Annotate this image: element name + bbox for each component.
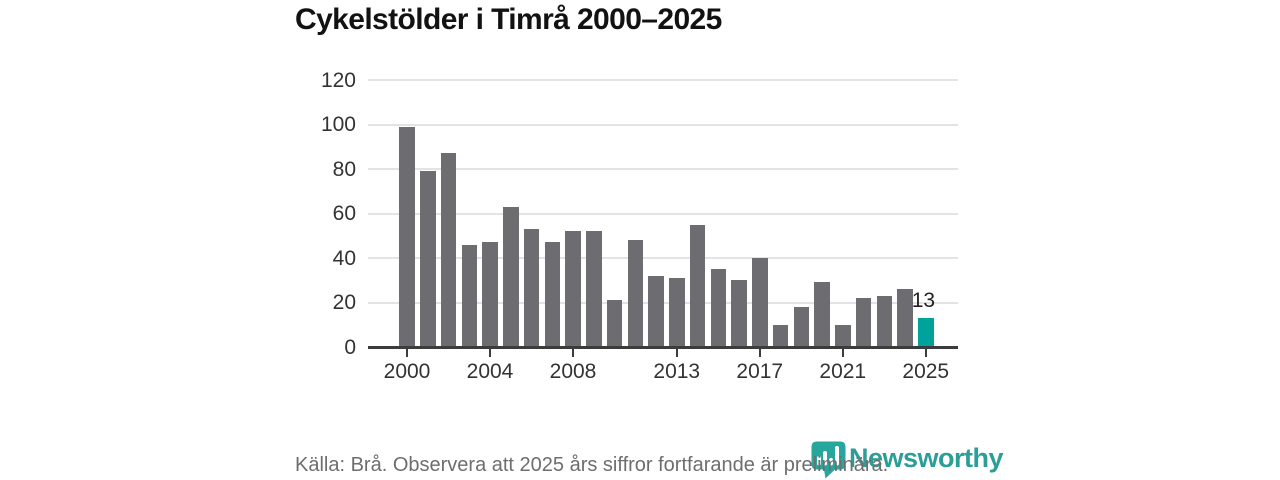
x-axis-label-2021: 2021: [819, 360, 867, 383]
x-axis-label-2013: 2013: [653, 360, 701, 383]
chart-title: Cykelstölder i Timrå 2000–2025: [295, 3, 722, 36]
newsworthy-shield-icon: [811, 441, 846, 479]
y-axis-label-60: 60: [332, 202, 356, 225]
bar-2014: [689, 224, 706, 347]
x-tick-2025: [924, 349, 927, 357]
bar-2012: [648, 275, 664, 347]
bar-2011: [627, 240, 643, 347]
y-axis-label-120: 120: [320, 68, 356, 92]
x-axis-label-2017: 2017: [736, 360, 784, 383]
x-tick-2021: [841, 349, 844, 357]
source-note: Källa: Brå. Observera att 2025 års siffr…: [295, 454, 889, 476]
bar-2003: [461, 244, 477, 347]
y-axis-label-40: 40: [332, 246, 356, 270]
x-axis-label-2004: 2004: [466, 360, 514, 383]
bar-2004: [482, 242, 498, 347]
bar-2016: [731, 280, 747, 347]
bar-2022: [855, 298, 872, 347]
bar-2007: [544, 242, 560, 347]
newsworthy-wordmark: Newsworthy: [849, 443, 1004, 473]
y-axis-label-0: 0: [344, 335, 356, 359]
gridline-60: [368, 212, 958, 215]
bar-2025: [918, 318, 934, 347]
bar-2001: [420, 171, 436, 347]
x-tick-2017: [758, 349, 761, 357]
y-axis-label-80: 80: [332, 157, 356, 181]
y-axis-label-100: 100: [320, 113, 356, 136]
x-axis-label-2025: 2025: [902, 360, 950, 383]
bar-2008: [565, 231, 581, 347]
bar-2023: [876, 295, 892, 347]
bar-2013: [669, 278, 685, 347]
highlight-value-label: 13: [911, 289, 936, 313]
bar-2009: [586, 231, 602, 347]
gridline-120: [368, 79, 958, 81]
bar-2000: [399, 126, 415, 347]
bar-2017: [752, 258, 768, 347]
x-tick-2004: [489, 349, 491, 357]
bar-2018: [772, 324, 789, 347]
x-tick-2013: [675, 349, 678, 357]
x-tick-2000: [406, 349, 408, 357]
bar-2006: [523, 229, 540, 347]
bar-2019: [793, 306, 809, 347]
bar-2005: [503, 206, 519, 347]
x-axis-line: [368, 346, 958, 349]
gridline-80: [368, 168, 958, 170]
bar-2010: [606, 300, 623, 347]
bar-2015: [710, 269, 726, 347]
x-axis-label-2008: 2008: [549, 360, 597, 383]
y-axis-label-20: 20: [332, 291, 356, 314]
x-axis-label-2000: 2000: [383, 360, 431, 383]
gridline-40: [368, 257, 958, 259]
x-tick-2008: [572, 349, 574, 357]
bar-2024: [897, 289, 913, 347]
bar-2020: [814, 282, 830, 347]
bar-2002: [440, 153, 457, 347]
gridline-100: [368, 123, 958, 126]
bar-2021: [835, 324, 851, 347]
